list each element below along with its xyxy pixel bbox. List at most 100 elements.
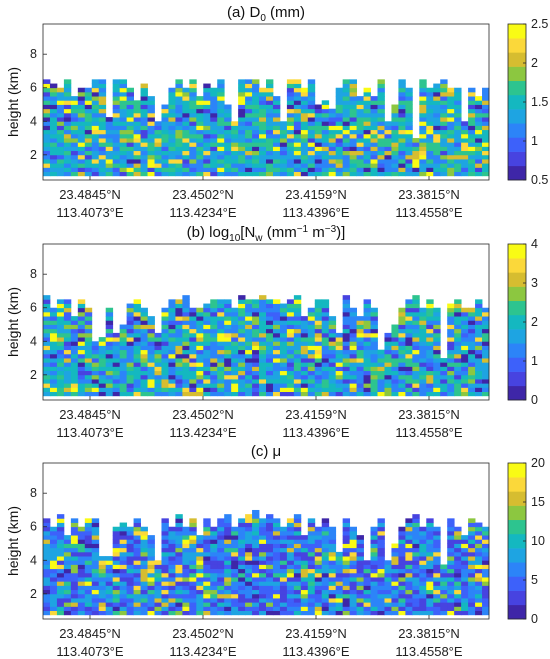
heatmap-cell	[272, 547, 281, 553]
heatmap-cell	[259, 100, 267, 105]
heatmap-cell	[398, 530, 406, 536]
heatmap-cell	[286, 112, 295, 118]
heatmap-cell	[217, 345, 225, 351]
heatmap-cell	[196, 104, 204, 110]
heatmap-cell	[279, 163, 288, 168]
heatmap-cell	[300, 598, 309, 603]
heatmap-cell	[168, 383, 176, 388]
heatmap-cell	[203, 577, 211, 582]
heatmap-cell	[49, 341, 58, 346]
heatmap-cell	[210, 87, 218, 93]
heatmap-cell	[77, 154, 86, 160]
heatmap-cell	[475, 379, 483, 384]
heatmap-cell	[363, 100, 371, 105]
heatmap-cell	[105, 171, 114, 177]
heatmap-cell	[210, 345, 218, 351]
heatmap-cell	[419, 87, 427, 93]
heatmap-cell	[370, 610, 378, 616]
heatmap-cell	[245, 535, 253, 540]
heatmap-cell	[140, 121, 148, 126]
heatmap-cell	[98, 104, 107, 110]
heatmap-cell	[468, 518, 476, 523]
heatmap-cell	[356, 581, 364, 586]
heatmap-cell	[91, 543, 100, 549]
heatmap-cell	[475, 307, 483, 313]
colorbar-segment	[508, 491, 526, 506]
heatmap-cell	[168, 366, 176, 372]
heatmap-cell	[300, 585, 309, 591]
heatmap-cell	[126, 146, 134, 152]
heatmap-cell	[335, 593, 344, 599]
heatmap-cell	[412, 163, 420, 168]
heatmap-cell	[63, 572, 72, 578]
heatmap-cell	[224, 374, 232, 380]
heatmap-cell	[412, 518, 420, 523]
heatmap-cell	[405, 362, 413, 367]
heatmap-cell	[245, 602, 253, 607]
heatmap-cell	[217, 358, 225, 363]
heatmap-cell	[231, 316, 239, 321]
heatmap-cell	[84, 530, 93, 536]
heatmap-cell	[293, 129, 302, 135]
heatmap-cell	[43, 324, 51, 330]
heatmap-cell	[398, 87, 406, 93]
heatmap-cell	[189, 154, 197, 160]
heatmap-cell	[70, 362, 79, 367]
heatmap-cell	[307, 117, 316, 122]
heatmap-cell	[405, 572, 413, 578]
heatmap-cell	[168, 87, 176, 93]
heatmap-cell	[321, 543, 330, 549]
heatmap-cell	[238, 349, 246, 355]
heatmap-cell	[203, 551, 211, 557]
heatmap-cell	[293, 581, 302, 586]
heatmap-cell	[245, 121, 253, 126]
heatmap-cell	[412, 316, 420, 321]
heatmap-cell	[210, 121, 218, 126]
heatmap-cell	[105, 374, 114, 380]
heatmap-cell	[335, 556, 344, 561]
heatmap-cell	[245, 129, 253, 135]
heatmap-cell	[112, 598, 121, 603]
heatmap-cell	[259, 299, 267, 304]
heatmap-cell	[286, 311, 295, 317]
heatmap-cell	[475, 341, 483, 346]
heatmap-cell	[210, 154, 218, 160]
heatmap-cell	[468, 530, 476, 536]
heatmap-cell	[161, 121, 169, 126]
heatmap-cell	[440, 366, 448, 372]
heatmap-cell	[238, 295, 246, 300]
heatmap-cell	[321, 556, 330, 561]
heatmap-cell	[161, 526, 169, 532]
heatmap-cell	[43, 610, 51, 616]
heatmap-cell	[224, 387, 232, 393]
heatmap-cell	[91, 551, 100, 557]
heatmap-cell	[63, 337, 72, 342]
heatmap-cell	[391, 108, 399, 114]
heatmap-cell	[377, 551, 385, 557]
heatmap-cell	[175, 610, 183, 616]
heatmap-cell	[154, 374, 162, 380]
heatmap-cell	[307, 589, 316, 595]
heatmap-cell	[468, 522, 476, 528]
heatmap-cell	[147, 125, 155, 131]
heatmap-cell	[335, 100, 344, 105]
heatmap-cell	[196, 349, 204, 355]
heatmap-cell	[252, 83, 260, 89]
heatmap-cell	[168, 142, 176, 147]
heatmap-cell	[217, 299, 225, 304]
heatmap-cell	[252, 108, 260, 114]
heatmap-cell	[238, 345, 246, 351]
heatmap-cell	[293, 514, 302, 519]
heatmap-cell	[433, 311, 441, 317]
heatmap-cell	[272, 117, 281, 122]
heatmap-cell	[224, 560, 232, 565]
heatmap-cell	[245, 167, 253, 173]
heatmap-cell	[161, 353, 169, 359]
heatmap-cell	[342, 159, 351, 164]
heatmap-cell	[426, 606, 434, 612]
heatmap-cell	[77, 129, 86, 135]
heatmap-cell	[475, 125, 483, 131]
heatmap-cell	[272, 159, 281, 164]
heatmap-cell	[252, 610, 260, 616]
heatmap-cell	[419, 353, 427, 359]
